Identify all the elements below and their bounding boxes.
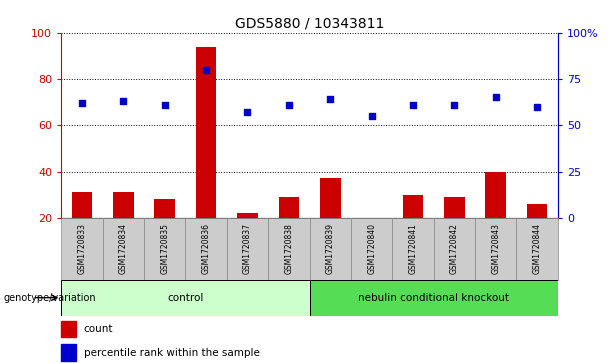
- Bar: [278, 197, 299, 218]
- Point: [367, 113, 376, 119]
- Bar: [434, 218, 475, 280]
- Bar: [310, 218, 351, 280]
- Text: GSM1720843: GSM1720843: [491, 223, 500, 274]
- Bar: [113, 192, 134, 218]
- Point: [491, 95, 501, 101]
- Point: [77, 100, 87, 106]
- Bar: [103, 218, 144, 280]
- Bar: [154, 199, 175, 218]
- Text: control: control: [167, 293, 204, 303]
- Point: [243, 109, 253, 115]
- Point: [326, 97, 335, 102]
- Point: [532, 104, 542, 110]
- Text: GSM1720842: GSM1720842: [450, 223, 459, 274]
- Bar: [485, 171, 506, 218]
- Text: GSM1720835: GSM1720835: [160, 223, 169, 274]
- Bar: [268, 218, 310, 280]
- Point: [118, 98, 128, 104]
- Text: GSM1720841: GSM1720841: [408, 223, 417, 274]
- Bar: [72, 192, 93, 218]
- Text: GSM1720833: GSM1720833: [77, 223, 86, 274]
- Point: [408, 102, 418, 108]
- Bar: [196, 46, 216, 218]
- Text: percentile rank within the sample: percentile rank within the sample: [83, 348, 259, 358]
- Text: GSM1720837: GSM1720837: [243, 223, 252, 274]
- Point: [160, 102, 170, 108]
- Text: GSM1720838: GSM1720838: [284, 223, 294, 274]
- Bar: [320, 179, 341, 218]
- Text: nebulin conditional knockout: nebulin conditional knockout: [358, 293, 509, 303]
- Bar: [444, 197, 465, 218]
- Point: [449, 102, 459, 108]
- Bar: [310, 280, 558, 316]
- Bar: [516, 218, 558, 280]
- Point: [201, 67, 211, 73]
- Bar: [227, 218, 268, 280]
- Bar: [351, 218, 392, 280]
- Bar: [237, 213, 258, 218]
- Bar: [144, 218, 186, 280]
- Text: count: count: [83, 324, 113, 334]
- Bar: [61, 280, 310, 316]
- Text: GSM1720834: GSM1720834: [119, 223, 128, 274]
- Bar: [403, 195, 424, 218]
- Bar: [61, 344, 76, 361]
- Bar: [392, 218, 433, 280]
- Text: GSM1720836: GSM1720836: [202, 223, 211, 274]
- Bar: [186, 218, 227, 280]
- Bar: [61, 321, 76, 337]
- Bar: [527, 204, 547, 218]
- Bar: [61, 218, 103, 280]
- Title: GDS5880 / 10343811: GDS5880 / 10343811: [235, 16, 384, 30]
- Text: GSM1720839: GSM1720839: [326, 223, 335, 274]
- Text: GSM1720840: GSM1720840: [367, 223, 376, 274]
- Text: genotype/variation: genotype/variation: [3, 293, 96, 303]
- Text: GSM1720844: GSM1720844: [533, 223, 542, 274]
- Point: [284, 102, 294, 108]
- Bar: [475, 218, 516, 280]
